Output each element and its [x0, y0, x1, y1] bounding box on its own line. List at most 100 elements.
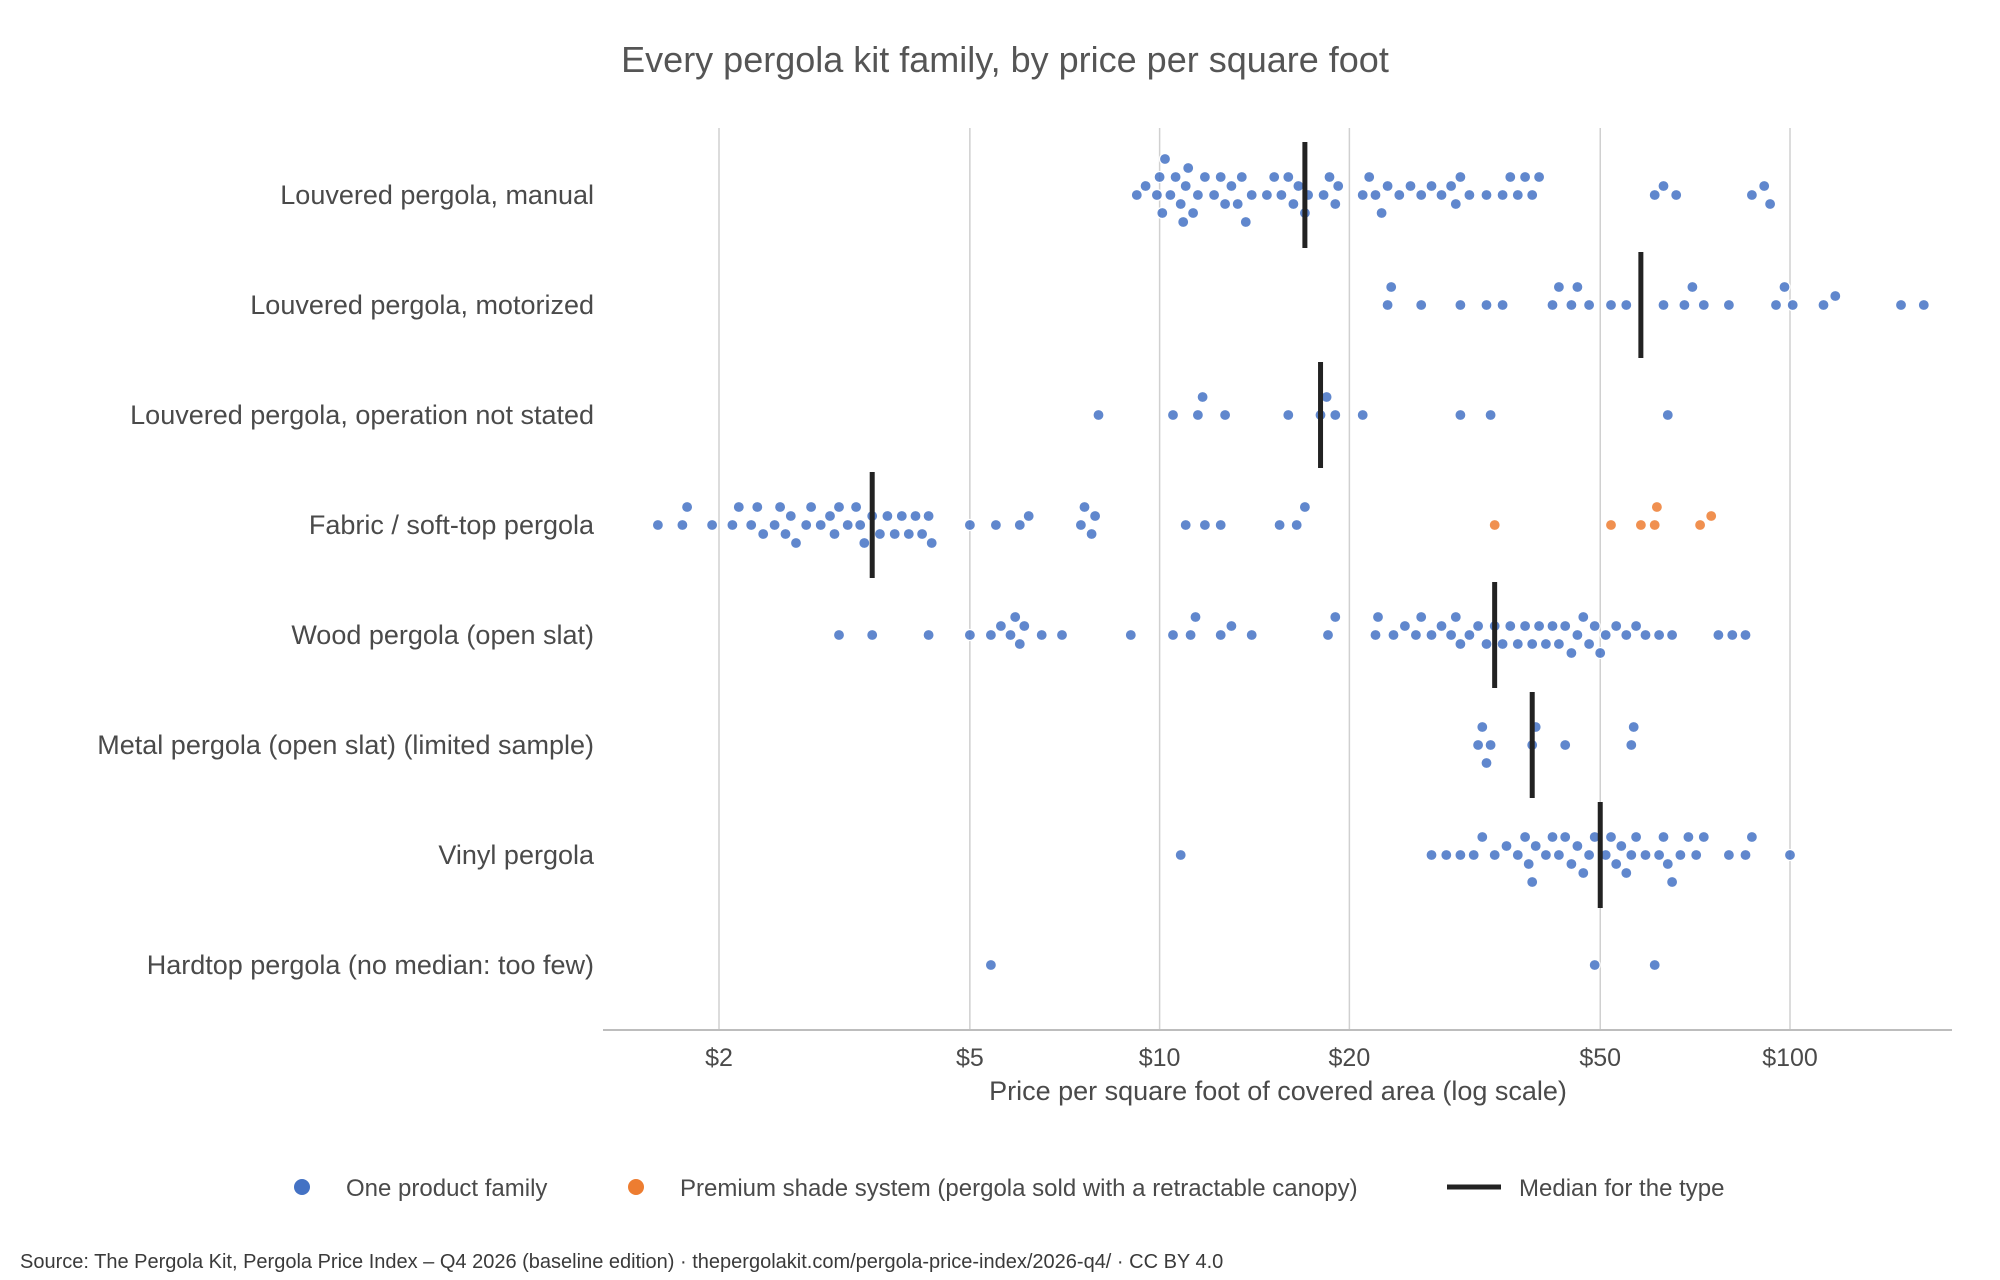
family-point — [1625, 738, 1638, 752]
family-point — [1179, 518, 1192, 532]
family-point — [779, 527, 792, 541]
family-point — [732, 500, 745, 514]
family-point — [1615, 839, 1628, 853]
family-point — [925, 536, 938, 550]
category-label: Fabric / soft-top pergola — [309, 510, 595, 540]
family-point — [1404, 179, 1417, 193]
family-point — [1661, 408, 1674, 422]
family-point — [1371, 610, 1385, 624]
family-point — [1139, 179, 1152, 193]
family-point — [1177, 215, 1190, 229]
family-point — [1526, 875, 1539, 889]
family-point — [1674, 848, 1687, 862]
family-point — [1245, 188, 1258, 202]
family-point — [1894, 298, 1908, 312]
family-point — [1829, 289, 1842, 303]
family-point — [1786, 298, 1799, 312]
family-point — [1739, 848, 1752, 862]
family-point — [1398, 619, 1412, 633]
family-point — [1329, 408, 1342, 422]
gridlines — [718, 128, 1791, 1030]
family-point — [1463, 188, 1476, 202]
family-point — [1480, 756, 1493, 770]
family-point — [1686, 280, 1699, 294]
family-point — [1500, 839, 1513, 853]
family-point — [1198, 518, 1212, 532]
family-point — [1425, 628, 1438, 642]
family-point — [1156, 206, 1169, 220]
family-point — [1369, 188, 1382, 202]
family-point — [1745, 188, 1759, 202]
family-point — [1454, 298, 1467, 312]
family-point — [1559, 619, 1572, 633]
legend-label-family: One product family — [346, 1175, 547, 1202]
family-point — [1657, 179, 1670, 193]
family-point — [1571, 628, 1584, 642]
family-point — [1480, 188, 1493, 202]
family-point — [989, 518, 1003, 532]
family-point — [1191, 408, 1205, 422]
family-point — [1207, 188, 1221, 202]
family-point — [1769, 298, 1783, 312]
family-point — [922, 509, 935, 523]
family-point — [963, 628, 977, 642]
family-point — [1582, 298, 1596, 312]
family-point — [1745, 830, 1759, 844]
family-point — [1657, 298, 1670, 312]
family-point — [1035, 628, 1048, 642]
legend-swatch-family — [294, 1179, 310, 1195]
family-point — [1218, 197, 1232, 211]
family-point — [1697, 830, 1710, 844]
family-point — [1321, 628, 1335, 642]
family-point — [1546, 619, 1559, 633]
family-point — [1529, 839, 1542, 853]
family-point — [994, 619, 1008, 633]
family-point — [1532, 619, 1546, 633]
family-point — [1559, 830, 1572, 844]
family-point — [888, 527, 901, 541]
family-point — [1381, 179, 1394, 193]
family-point — [1449, 197, 1462, 211]
premium-point — [1488, 518, 1501, 532]
category-label: Wood pergola (open slat) — [291, 620, 594, 650]
family-point — [1356, 408, 1369, 422]
family-point — [1022, 509, 1035, 523]
family-point — [1471, 738, 1485, 752]
family-point — [841, 518, 854, 532]
family-point — [1571, 839, 1584, 853]
category-label: Louvered pergola, manual — [280, 180, 594, 210]
family-point — [1577, 866, 1590, 880]
family-point — [1511, 848, 1524, 862]
family-point — [1471, 619, 1485, 633]
x-tick-label: $50 — [1579, 1044, 1621, 1072]
legend-swatch-premium — [628, 1179, 644, 1195]
family-point — [1074, 518, 1088, 532]
family-point — [963, 518, 977, 532]
source-note: Source: The Pergola Kit, Pergola Price I… — [20, 1251, 1223, 1273]
family-point — [1245, 628, 1258, 642]
family-point — [1565, 298, 1578, 312]
family-point — [1678, 298, 1691, 312]
family-point — [832, 500, 846, 514]
family-point — [1594, 646, 1607, 660]
family-point — [858, 536, 871, 550]
family-point — [1186, 206, 1200, 220]
family-point — [726, 518, 739, 532]
x-tick-labels: $2 $5 $10 $20 $50 $100 — [705, 1044, 1818, 1072]
family-point — [1454, 408, 1467, 422]
family-point — [1518, 830, 1532, 844]
family-point — [1393, 188, 1406, 202]
family-point — [832, 628, 846, 642]
family-point — [1629, 830, 1643, 844]
family-point — [1763, 197, 1777, 211]
family-point — [823, 509, 837, 523]
category-label: Vinyl pergola — [438, 840, 595, 870]
family-point — [1712, 628, 1725, 642]
family-point — [773, 500, 787, 514]
family-point — [1817, 298, 1830, 312]
family-point — [1504, 619, 1517, 633]
family-point — [1449, 610, 1462, 624]
family-point — [1627, 720, 1640, 734]
family-point — [1260, 188, 1274, 202]
family-point — [1018, 619, 1031, 633]
